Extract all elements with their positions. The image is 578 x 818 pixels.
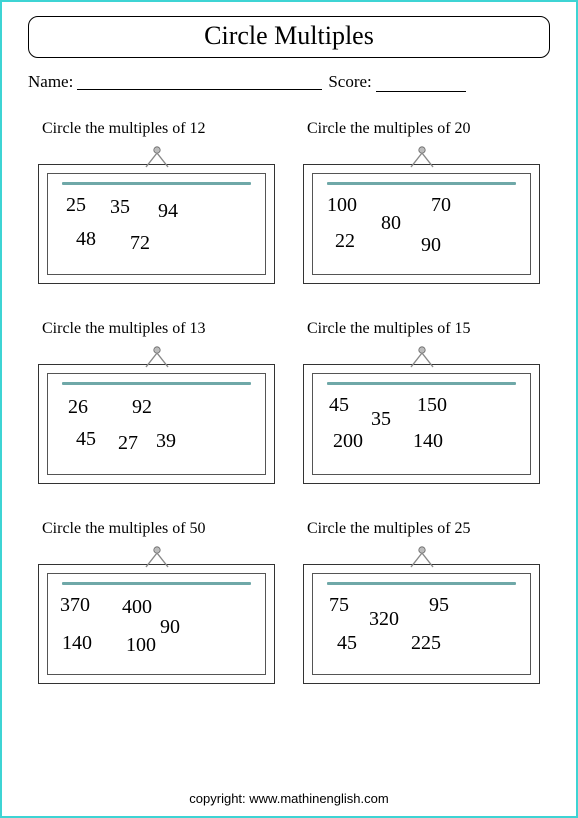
picture-frame-wrap: 25 35 94 48 72 xyxy=(38,146,275,284)
picture-frame-wrap: 100 70 80 22 90 xyxy=(303,146,540,284)
problem-prompt: Circle the multiples of 50 xyxy=(38,520,275,538)
picture-frame: 26 92 45 27 39 xyxy=(38,364,275,484)
number-value[interactable]: 200 xyxy=(333,430,363,453)
frame-hook-icon xyxy=(407,146,437,168)
picture-frame: 45 150 35 200 140 xyxy=(303,364,540,484)
worksheet-title: Circle Multiples xyxy=(204,21,374,50)
name-blank-line[interactable] xyxy=(77,76,322,90)
picture-frame: 370 400 90 140 100 xyxy=(38,564,275,684)
number-value[interactable]: 45 xyxy=(329,394,349,417)
problem: Circle the multiples of 20 100 70 80 22 90 xyxy=(303,120,540,284)
picture-frame-wrap: 370 400 90 140 100 xyxy=(38,546,275,684)
number-value[interactable]: 45 xyxy=(76,428,96,451)
score-label: Score: xyxy=(328,72,371,92)
number-value[interactable]: 35 xyxy=(371,408,391,431)
number-value[interactable]: 90 xyxy=(421,234,441,257)
number-value[interactable]: 150 xyxy=(417,394,447,417)
number-value[interactable]: 94 xyxy=(158,200,178,223)
number-value[interactable]: 25 xyxy=(66,194,86,217)
number-value[interactable]: 70 xyxy=(431,194,451,217)
name-label: Name: xyxy=(28,72,73,92)
picture-frame-inner: 75 95 320 45 225 xyxy=(312,573,531,675)
frame-hook-icon xyxy=(407,346,437,368)
frame-top-bar xyxy=(62,382,251,385)
picture-frame-inner: 100 70 80 22 90 xyxy=(312,173,531,275)
number-value[interactable]: 45 xyxy=(337,632,357,655)
frame-hook-icon xyxy=(142,346,172,368)
frame-top-bar xyxy=(327,582,516,585)
frame-top-bar xyxy=(327,182,516,185)
number-value[interactable]: 100 xyxy=(126,634,156,657)
number-value[interactable]: 140 xyxy=(62,632,92,655)
number-value[interactable]: 72 xyxy=(130,232,150,255)
number-value[interactable]: 95 xyxy=(429,594,449,617)
frame-hook-icon xyxy=(142,146,172,168)
picture-frame-wrap: 45 150 35 200 140 xyxy=(303,346,540,484)
frame-hook-icon xyxy=(142,546,172,568)
score-blank-line[interactable] xyxy=(376,78,466,92)
number-value[interactable]: 225 xyxy=(411,632,441,655)
number-value[interactable]: 400 xyxy=(122,596,152,619)
number-value[interactable]: 370 xyxy=(60,594,90,617)
number-value[interactable]: 100 xyxy=(327,194,357,217)
problem-prompt: Circle the multiples of 12 xyxy=(38,120,275,138)
problems-grid: Circle the multiples of 12 2535944872Cir… xyxy=(28,120,550,684)
picture-frame-inner: 370 400 90 140 100 xyxy=(47,573,266,675)
problem: Circle the multiples of 13 26 92 45 27 39 xyxy=(38,320,275,484)
number-value[interactable]: 75 xyxy=(329,594,349,617)
frame-top-bar xyxy=(62,582,251,585)
picture-frame: 75 95 320 45 225 xyxy=(303,564,540,684)
problem-prompt: Circle the multiples of 25 xyxy=(303,520,540,538)
number-value[interactable]: 140 xyxy=(413,430,443,453)
worksheet-title-box: Circle Multiples xyxy=(28,16,550,58)
picture-frame-wrap: 75 95 320 45 225 xyxy=(303,546,540,684)
number-value[interactable]: 39 xyxy=(156,430,176,453)
picture-frame: 25 35 94 48 72 xyxy=(38,164,275,284)
number-value[interactable]: 80 xyxy=(381,212,401,235)
problem-prompt: Circle the multiples of 20 xyxy=(303,120,540,138)
number-value[interactable]: 35 xyxy=(110,196,130,219)
frame-hook-icon xyxy=(407,546,437,568)
number-value[interactable]: 48 xyxy=(76,228,96,251)
frame-top-bar xyxy=(327,382,516,385)
problem: Circle the multiples of 15 45 150 35 200 140 xyxy=(303,320,540,484)
copyright-text: copyright: www.mathinenglish.com xyxy=(2,791,576,806)
number-value[interactable]: 90 xyxy=(160,616,180,639)
picture-frame-wrap: 26 92 45 27 39 xyxy=(38,346,275,484)
number-value[interactable]: 92 xyxy=(132,396,152,419)
problem-prompt: Circle the multiples of 15 xyxy=(303,320,540,338)
name-score-row: Name: Score: xyxy=(28,72,550,92)
problem: Circle the multiples of 12 25 35 94 48 72 xyxy=(38,120,275,284)
picture-frame-inner: 25 35 94 48 72 xyxy=(47,173,266,275)
picture-frame-inner: 45 150 35 200 140 xyxy=(312,373,531,475)
picture-frame: 100 70 80 22 90 xyxy=(303,164,540,284)
frame-top-bar xyxy=(62,182,251,185)
number-value[interactable]: 22 xyxy=(335,230,355,253)
problem-prompt: Circle the multiples of 13 xyxy=(38,320,275,338)
number-value[interactable]: 320 xyxy=(369,608,399,631)
problem: Circle the multiples of 50 370 400 90 140 10… xyxy=(38,520,275,684)
picture-frame-inner: 26 92 45 27 39 xyxy=(47,373,266,475)
problem: Circle the multiples of 25 75 95 320 45 225 xyxy=(303,520,540,684)
number-value[interactable]: 27 xyxy=(118,432,138,455)
number-value[interactable]: 26 xyxy=(68,396,88,419)
